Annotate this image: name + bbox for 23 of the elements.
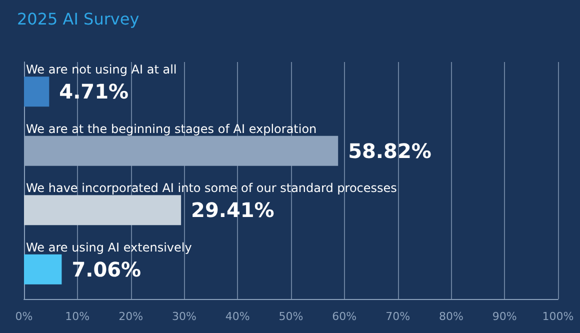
x-tick-label: 30% (172, 310, 196, 323)
bar (24, 195, 182, 226)
x-tick-label: 80% (438, 310, 464, 323)
y-tick-label: We have incorporated AI into some of our standard processes (26, 181, 397, 196)
x-tick-label: 100% (542, 310, 574, 323)
data-label: 58.82% (348, 138, 432, 163)
x-tick-label: 70% (386, 310, 410, 323)
data-label: 4.71% (59, 80, 129, 104)
x-tick-label: 20% (118, 310, 144, 323)
data-label: 29.41% (191, 198, 274, 222)
y-tick-label: We are at the beginning stages of AI exploration (26, 122, 317, 136)
bar (24, 76, 50, 107)
x-tick-label: 40% (225, 310, 250, 323)
chart-title: 2025 AI Survey (17, 10, 140, 28)
x-tick-label: 10% (65, 310, 90, 323)
x-tick-label: 60% (332, 310, 357, 323)
bar (24, 254, 62, 284)
y-tick-label: We are not using AI at all (26, 62, 177, 77)
x-tick-label: 90% (492, 310, 517, 323)
y-tick-label: We are using AI extensively (26, 240, 192, 254)
data-label: 7.06% (72, 257, 142, 282)
x-tick-label: 50% (278, 310, 304, 323)
x-tick-label: 0% (15, 310, 33, 323)
